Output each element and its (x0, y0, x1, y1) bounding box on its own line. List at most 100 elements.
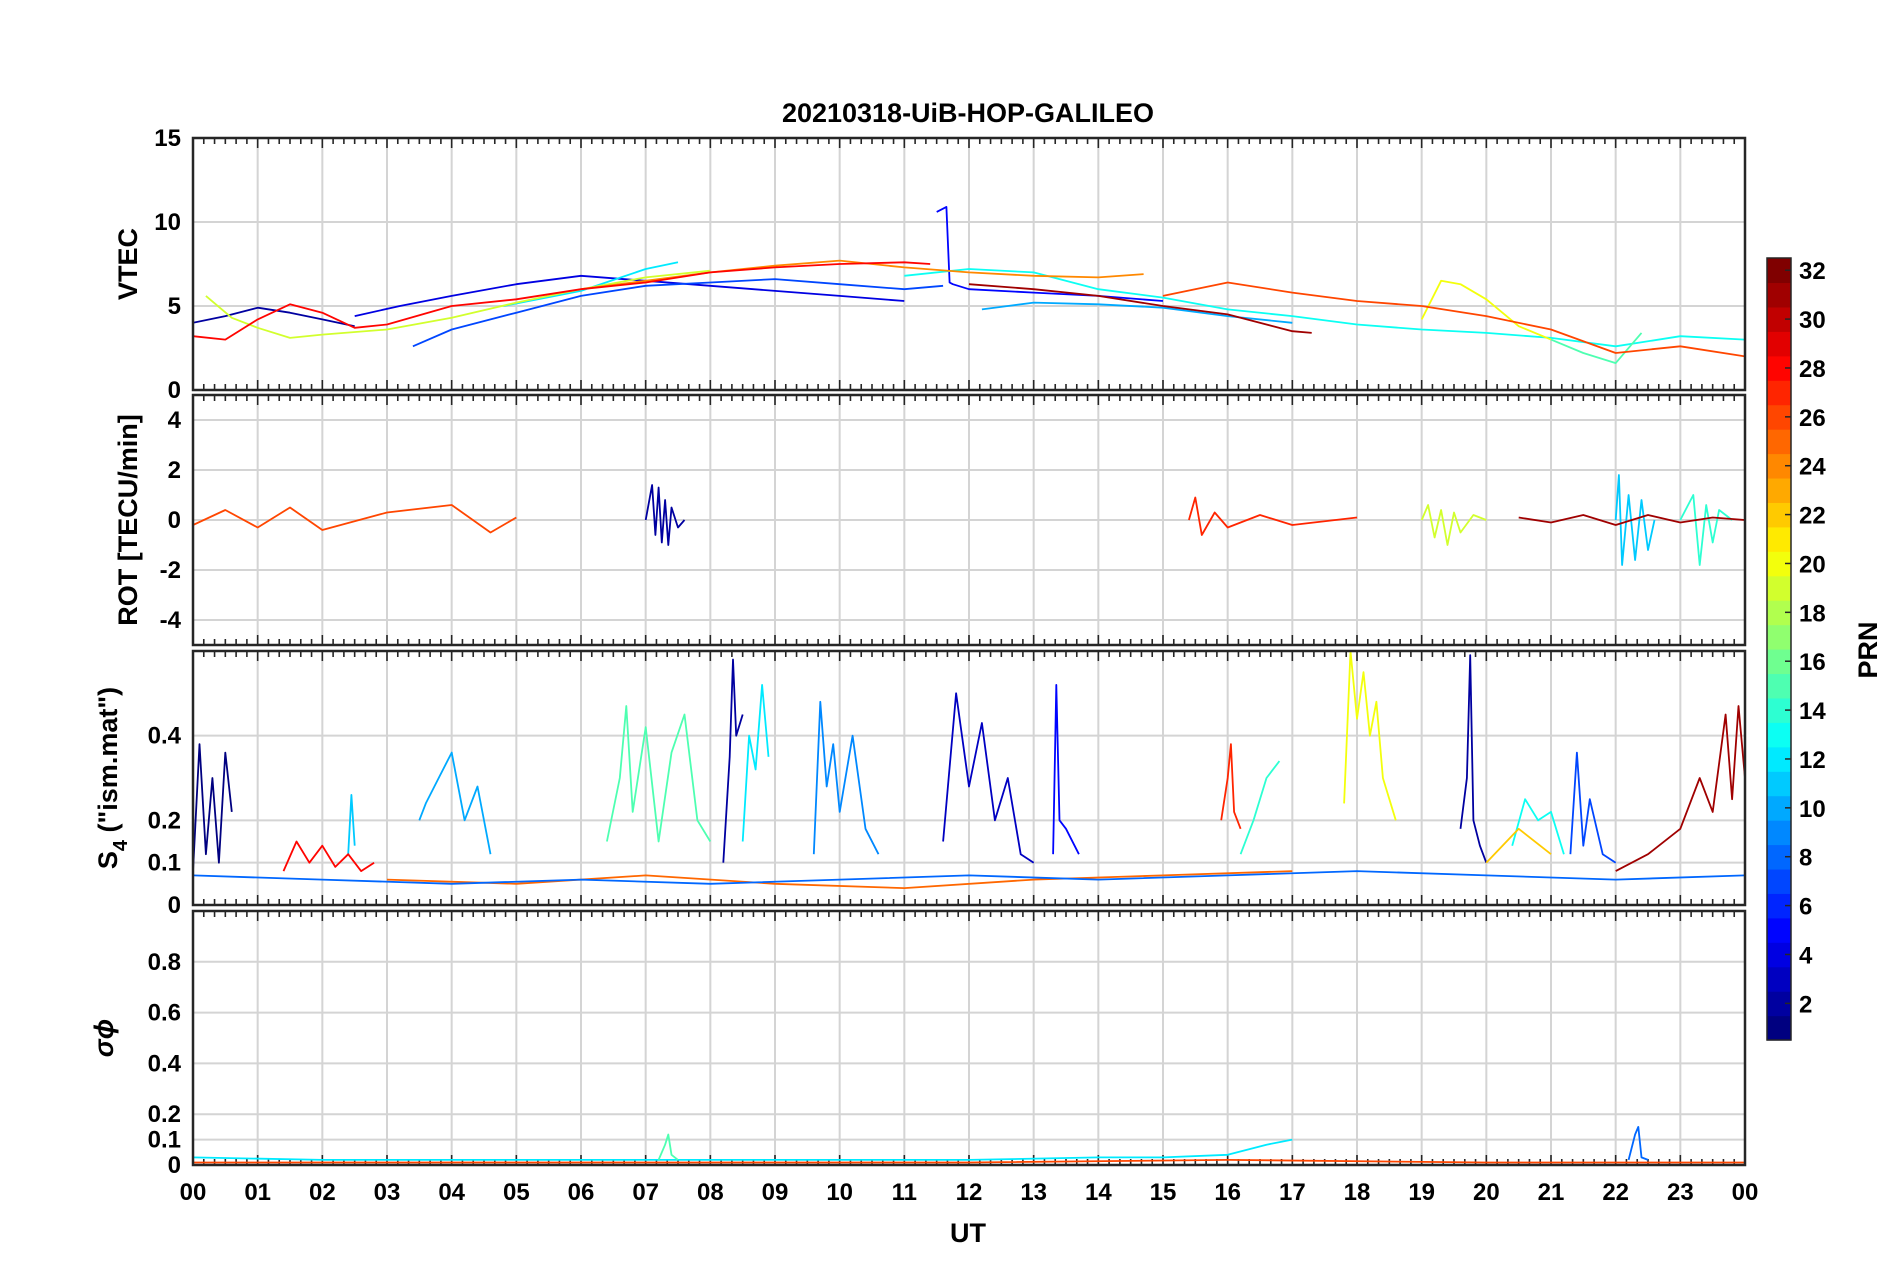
colorbar-tick-label: 30 (1799, 307, 1826, 334)
series-line (1239, 760, 1281, 855)
x-tick-label: 01 (244, 1179, 271, 1206)
y-tick-label: 0 (168, 892, 181, 919)
series-line (968, 283, 1312, 334)
chart-title: 20210318-UiB-HOP-GALILEO (782, 98, 1154, 128)
series-line (1511, 798, 1565, 855)
y-axis-label: S4 ("ism.mat") (93, 687, 132, 869)
x-tick-label: 00 (180, 1179, 207, 1206)
colorbar-tick-label: 14 (1799, 698, 1826, 725)
panel-frame (191, 909, 1747, 1167)
series-line (1518, 514, 1745, 526)
series-line (418, 751, 492, 855)
series-line (1459, 654, 1488, 864)
colorbar-segment (1767, 917, 1791, 943)
series-line (282, 840, 375, 872)
y-tick-label: 0.1 (148, 850, 181, 877)
series-line (1162, 281, 1745, 358)
y-tick-label: -2 (160, 557, 181, 584)
series-line (1485, 827, 1552, 864)
x-tick-label: 15 (1150, 1179, 1177, 1206)
y-axis-label-main: S (93, 851, 123, 869)
x-tick-label: 02 (309, 1179, 336, 1206)
y-tick-label: -4 (160, 607, 182, 634)
series-line (386, 870, 1293, 889)
x-tick-label: 12 (956, 1179, 983, 1206)
x-tick-label: 04 (438, 1179, 465, 1206)
y-tick-label: 0 (168, 377, 181, 404)
series-line (981, 301, 1293, 324)
series-line (1420, 279, 1552, 341)
series-line (193, 743, 233, 872)
colorbar-tick-label: 24 (1799, 454, 1826, 481)
x-tick-label: 17 (1279, 1179, 1306, 1206)
x-tick-label: 22 (1602, 1179, 1629, 1206)
x-tick-label: 03 (374, 1179, 401, 1206)
colorbar-tick-label: 8 (1799, 845, 1812, 872)
series-line (1220, 743, 1242, 830)
y-tick-label: 2 (168, 457, 181, 484)
series-line (193, 1138, 1293, 1161)
colorbar-segment (1767, 1015, 1791, 1041)
x-tick-label: 13 (1020, 1179, 1047, 1206)
colorbar-segment (1767, 380, 1791, 406)
y-axis-label: VTEC (113, 228, 143, 300)
x-tick-label: 23 (1667, 1179, 1694, 1206)
y-axis-label-rest: ("ism.mat") (93, 687, 123, 840)
y-tick-label: 5 (168, 293, 181, 320)
colorbar-segment (1767, 966, 1791, 992)
x-tick-label: 08 (697, 1179, 724, 1206)
series-line (1614, 474, 1656, 566)
series-line (193, 870, 1745, 885)
series-line (644, 484, 686, 546)
colorbar-tick-label: 28 (1799, 356, 1826, 383)
series-line (722, 658, 744, 863)
series-line (193, 1159, 1745, 1164)
colorbar-frame (1766, 257, 1792, 1041)
colorbar-label: PRN (1853, 621, 1883, 678)
colorbar-segment (1767, 820, 1791, 846)
colorbar-tick-label: 10 (1799, 796, 1826, 823)
series-line (1627, 1126, 1649, 1161)
series-group (193, 474, 1745, 566)
colorbar-segment (1767, 282, 1791, 308)
y-tick-label: 0.6 (148, 1000, 181, 1027)
colorbar-segment (1767, 429, 1791, 455)
series-line (606, 705, 712, 843)
x-tick-label: 11 (892, 1179, 917, 1206)
series-line (942, 692, 1035, 864)
x-tick-label: 10 (826, 1179, 853, 1206)
x-tick-label: 00 (1732, 1179, 1759, 1206)
series-line (193, 504, 517, 534)
panel-s4: 0 0.1 0.2 0.4 S4 ("ism.mat") (93, 649, 1747, 919)
x-tick-label: 07 (632, 1179, 659, 1206)
colorbar-segment (1767, 575, 1791, 601)
panel-frame (191, 136, 1747, 392)
colorbar-tick-label: 12 (1799, 747, 1826, 774)
colorbar-segment (1767, 722, 1791, 748)
y-tick-label: 10 (154, 209, 181, 236)
y-tick-label: 4 (168, 407, 182, 434)
colorbar-tick-label: 16 (1799, 649, 1826, 676)
x-tick-label: 05 (503, 1179, 530, 1206)
series-line (1343, 651, 1397, 821)
panel-sigma: 00.10.2 0.4 0.6 0.8 σϕ (89, 909, 1747, 1179)
colorbar-tick-label: 22 (1799, 503, 1826, 530)
y-tick-label: 0.1 (148, 1127, 181, 1154)
colorbar-tick-label: 4 (1799, 942, 1813, 969)
colorbar-segment (1767, 771, 1791, 797)
x-axis: 00 01 02 03 04 05 06 07 08 09 10 11 12 13 14 15 16 17 18 19… (180, 1179, 1759, 1206)
series-line (741, 684, 770, 842)
colorbar-tick-label: 26 (1799, 405, 1826, 432)
panel-frame (191, 649, 1747, 907)
series-line (347, 794, 356, 855)
colorbar-segment (1767, 673, 1791, 699)
series-line (1569, 751, 1617, 864)
series-line (1420, 504, 1487, 546)
series-line (812, 700, 880, 855)
panel-frame (191, 393, 1747, 647)
x-tick-label: 09 (762, 1179, 789, 1206)
y-axis-label: ROT [TECU/min] (113, 414, 143, 625)
